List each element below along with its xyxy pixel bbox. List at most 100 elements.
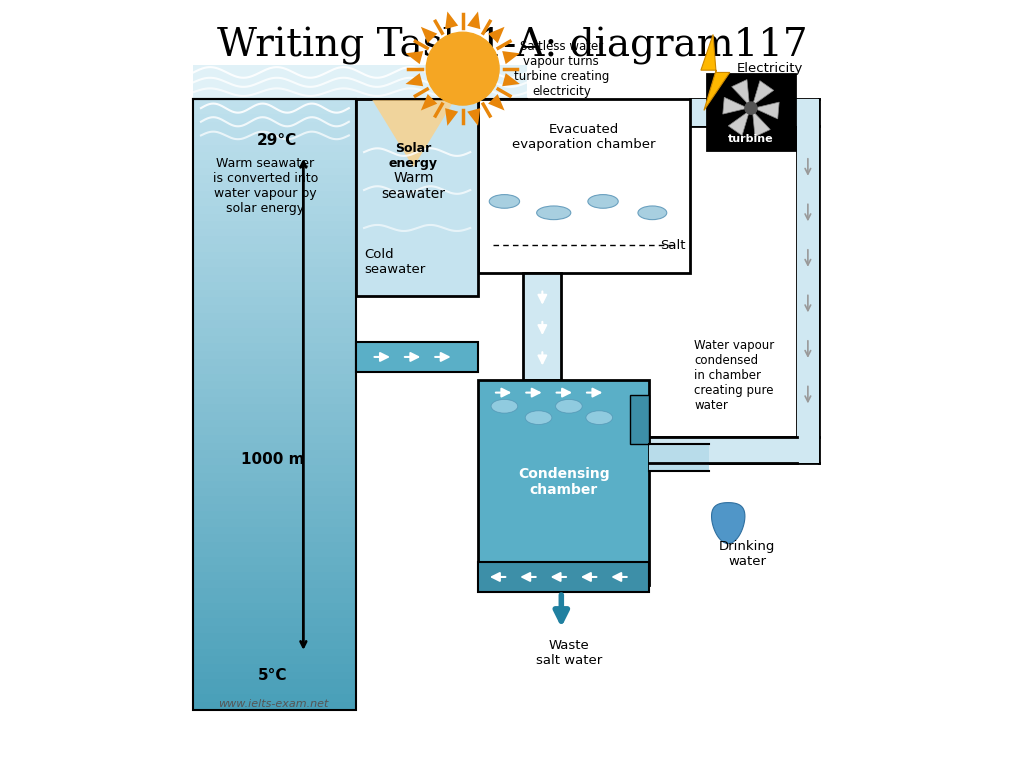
Ellipse shape (492, 400, 518, 413)
Bar (194, 267, 356, 275)
Bar (194, 595, 356, 603)
Bar (194, 580, 356, 588)
Bar (194, 549, 356, 557)
Bar (194, 344, 356, 351)
Bar (194, 489, 356, 496)
Bar (194, 557, 356, 565)
Bar (194, 686, 356, 694)
Bar (194, 534, 356, 542)
Ellipse shape (556, 400, 583, 413)
Ellipse shape (489, 195, 519, 209)
Bar (356, 342, 478, 372)
Bar (194, 168, 356, 176)
Text: Warm
seawater: Warm seawater (381, 171, 445, 202)
Text: turbine: turbine (728, 133, 774, 143)
Text: Saltless water
vapour turns
turbine creating
electricity: Saltless water vapour turns turbine crea… (514, 40, 609, 97)
Bar (194, 626, 356, 634)
Bar (194, 458, 356, 466)
Text: Salt: Salt (659, 239, 685, 252)
Polygon shape (723, 97, 748, 114)
Bar (194, 450, 356, 458)
Bar (194, 427, 356, 435)
Bar (194, 351, 356, 358)
Bar (194, 611, 356, 618)
Bar (194, 191, 356, 198)
Text: Cold
seawater: Cold seawater (365, 248, 425, 276)
Text: Writing Task 1-A: diagram117: Writing Task 1-A: diagram117 (217, 27, 807, 65)
Text: Electricity
created: Electricity created (736, 62, 803, 91)
Bar (194, 229, 356, 236)
Text: Evacuated
evaporation chamber: Evacuated evaporation chamber (512, 123, 655, 151)
Bar (194, 65, 527, 99)
Bar (194, 473, 356, 481)
Bar (194, 107, 356, 114)
Bar (194, 603, 356, 611)
Bar (630, 395, 648, 444)
Polygon shape (754, 102, 779, 119)
Bar (194, 236, 356, 244)
Bar (523, 274, 561, 380)
Polygon shape (700, 35, 730, 110)
Polygon shape (502, 73, 520, 86)
Bar (194, 99, 356, 709)
Bar (194, 420, 356, 427)
Bar (194, 321, 356, 328)
Circle shape (744, 102, 757, 114)
Bar (194, 381, 356, 389)
Bar (194, 389, 356, 397)
Bar (194, 443, 356, 450)
Bar (194, 618, 356, 626)
Polygon shape (372, 99, 455, 167)
Polygon shape (365, 99, 463, 220)
Bar (194, 466, 356, 473)
Bar (194, 213, 356, 221)
Text: Drinking
water: Drinking water (719, 540, 775, 568)
Bar (194, 336, 356, 344)
Bar (194, 183, 356, 191)
Bar (478, 380, 648, 584)
Polygon shape (753, 81, 774, 106)
Polygon shape (712, 502, 744, 544)
Polygon shape (445, 108, 458, 126)
Text: Condensing
chamber: Condensing chamber (518, 467, 609, 497)
Text: Solar
energy: Solar energy (389, 142, 438, 170)
Bar (194, 275, 356, 282)
Polygon shape (488, 94, 505, 110)
Bar (194, 244, 356, 252)
Bar (194, 259, 356, 267)
Bar (194, 160, 356, 168)
Bar (478, 99, 690, 274)
Bar (478, 561, 648, 592)
Bar (194, 672, 356, 680)
Bar (194, 664, 356, 672)
Polygon shape (406, 51, 423, 64)
Bar (194, 404, 356, 412)
Text: Water vapour
condensed
in chamber
creating pure
water: Water vapour condensed in chamber creati… (694, 340, 774, 413)
Polygon shape (421, 27, 437, 43)
Bar (194, 412, 356, 420)
Bar (194, 694, 356, 702)
Text: 5°C: 5°C (258, 668, 288, 683)
Ellipse shape (638, 206, 667, 219)
Bar (194, 298, 356, 305)
Bar (194, 435, 356, 443)
Polygon shape (728, 110, 750, 136)
Ellipse shape (525, 411, 552, 424)
Bar (194, 114, 356, 122)
Text: Waste
salt water: Waste salt water (536, 639, 602, 667)
Bar (194, 198, 356, 206)
Bar (797, 126, 819, 436)
Bar (194, 702, 356, 709)
Bar (194, 641, 356, 649)
Polygon shape (406, 73, 423, 86)
Polygon shape (753, 110, 770, 137)
Bar (194, 634, 356, 641)
Polygon shape (445, 12, 458, 29)
Bar (690, 99, 819, 126)
Bar (194, 99, 356, 107)
Text: 29°C: 29°C (257, 133, 297, 148)
Bar (194, 374, 356, 381)
Polygon shape (421, 94, 437, 110)
Bar (194, 518, 356, 526)
Bar (194, 496, 356, 504)
